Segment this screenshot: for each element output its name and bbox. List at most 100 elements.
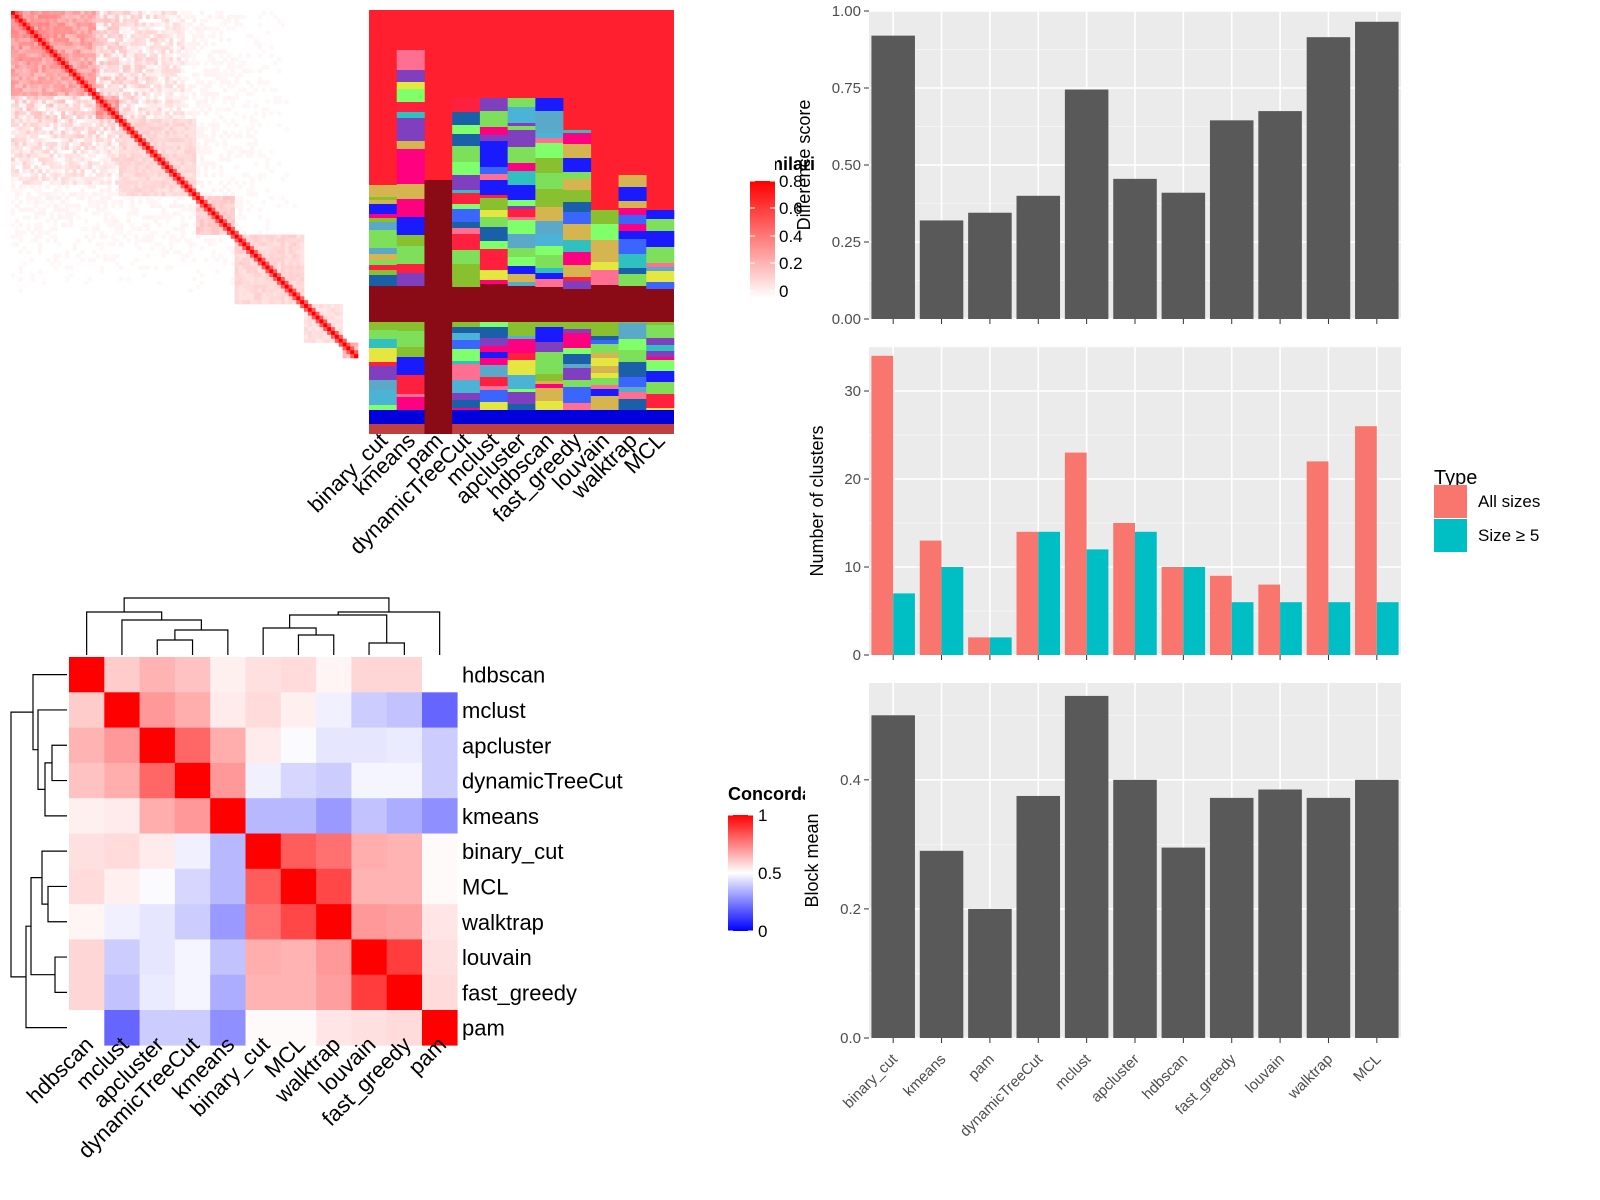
similarity-cell — [203, 145, 208, 151]
similarity-cell — [126, 196, 131, 201]
similarity-cell — [161, 103, 166, 108]
similarity-cell — [26, 61, 31, 66]
similarity-cell — [142, 126, 147, 131]
similarity-cell — [334, 323, 340, 328]
similarity-cell — [99, 169, 104, 174]
similarity-cell — [53, 265, 58, 270]
similarity-cell — [153, 34, 158, 39]
similarity-cell — [184, 142, 189, 147]
similarity-cell — [280, 277, 286, 282]
similarity-cell — [30, 95, 35, 100]
similarity-cell — [153, 134, 158, 139]
similarity-cell — [176, 37, 181, 43]
concordance-cell — [69, 657, 105, 693]
similarity-cell — [338, 304, 343, 309]
similarity-cell — [207, 223, 212, 228]
similarity-cell — [145, 37, 151, 43]
similarity-cell — [304, 331, 309, 336]
similarity-cell — [138, 34, 143, 39]
similarity-cell — [219, 169, 224, 174]
concordance-cell — [69, 692, 105, 728]
similarity-cell — [88, 172, 93, 178]
concordance-cell — [351, 727, 387, 764]
similarity-cell — [95, 180, 100, 185]
concordance-row-label: hdbscan — [462, 663, 545, 688]
similarity-cell — [149, 37, 154, 43]
similarity-cell — [99, 53, 104, 58]
similarity-cell — [34, 91, 39, 97]
similarity-cell — [14, 95, 20, 100]
concordance-legend-ticks: 10.50 — [728, 806, 782, 941]
similarity-cell — [41, 22, 46, 27]
similarity-cell — [211, 188, 216, 193]
similarity-cell — [142, 169, 147, 174]
membership-cell — [563, 133, 592, 144]
similarity-cell — [165, 61, 170, 66]
similarity-cell — [145, 234, 151, 239]
similarity-cell — [188, 153, 193, 158]
similarity-cell — [199, 134, 205, 139]
membership-cell — [479, 346, 508, 352]
similarity-cell — [126, 169, 131, 174]
similarity-cell — [215, 26, 220, 31]
similarity-cell — [199, 246, 205, 251]
similarity-cell — [142, 157, 147, 162]
similarity-cell — [296, 242, 301, 247]
similarity-cell — [103, 34, 108, 39]
similarity-cell — [142, 161, 147, 166]
similarity-cell — [88, 11, 93, 16]
similarity-cell — [84, 53, 89, 58]
similarity-cell — [22, 230, 27, 235]
similarity-cell — [37, 142, 43, 147]
similarity-cell — [37, 111, 43, 116]
concordance-cell — [316, 692, 352, 728]
similarity-cell — [219, 107, 224, 112]
similarity-cell — [115, 68, 120, 73]
similarity-cell — [26, 91, 31, 97]
similarity-cell — [149, 76, 154, 81]
concordance-cell — [422, 833, 458, 870]
similarity-cell — [126, 76, 131, 81]
similarity-cell — [14, 142, 20, 147]
similarity-cell — [250, 34, 255, 39]
similarity-cell — [265, 157, 270, 162]
concordance-cell — [139, 798, 176, 834]
similarity-cell — [207, 199, 212, 205]
similarity-cell — [215, 142, 220, 147]
similarity-cell — [88, 34, 93, 39]
similarity-cell — [126, 22, 131, 27]
similarity-cell — [61, 223, 66, 228]
similarity-cell — [342, 346, 347, 351]
similarity-cell — [142, 11, 147, 16]
similarity-cell — [72, 172, 77, 178]
similarity-cell — [161, 111, 166, 116]
similarity-cell — [61, 49, 66, 54]
similarity-cell — [68, 176, 73, 181]
similarity-cell — [103, 142, 108, 147]
similarity-cell — [88, 72, 93, 77]
similarity-cell — [72, 68, 77, 73]
similarity-cell — [30, 142, 35, 147]
similarity-cell — [34, 41, 39, 46]
similarity-cell — [219, 134, 224, 139]
similarity-cell — [11, 107, 16, 112]
similarity-cell — [261, 284, 266, 289]
similarity-cell — [34, 234, 39, 239]
similarity-cell — [157, 188, 162, 193]
similarity-cell — [142, 76, 147, 81]
similarity-cell — [188, 157, 193, 162]
similarity-cell — [165, 188, 170, 193]
similarity-cell — [76, 111, 81, 116]
similarity-cell — [80, 99, 85, 104]
similarity-cell — [88, 184, 93, 189]
similarity-cell — [219, 230, 224, 235]
similarity-cell — [338, 315, 343, 320]
similarity-cell — [269, 246, 274, 251]
similarity-cell — [172, 61, 178, 66]
similarity-cell — [226, 153, 232, 158]
similarity-cell — [192, 45, 197, 50]
similarity-cell — [26, 30, 31, 35]
similarity-cell — [11, 84, 16, 89]
similarity-cell — [41, 11, 46, 16]
membership-band — [369, 410, 674, 424]
